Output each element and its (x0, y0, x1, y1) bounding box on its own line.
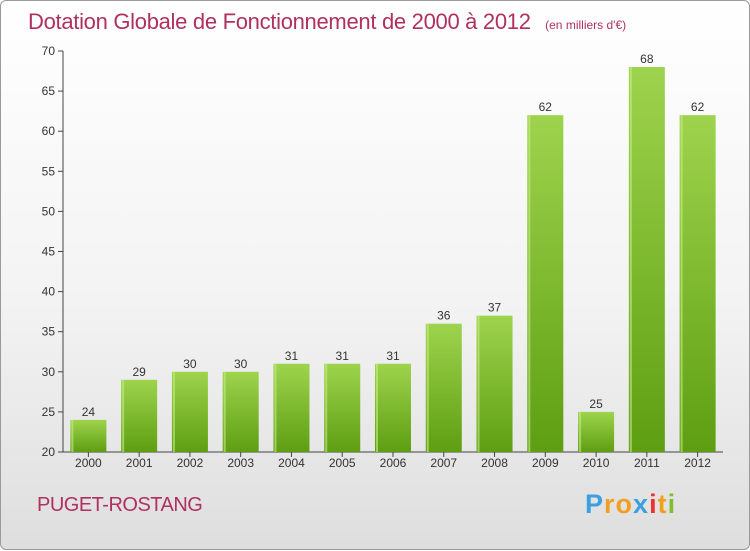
x-tick-label: 2009 (532, 456, 559, 470)
y-tick-label: 25 (42, 405, 56, 419)
bar-value-label: 31 (386, 349, 400, 363)
bar-highlight (274, 363, 277, 452)
logo-letter: o (615, 489, 634, 519)
bar-value-label: 29 (132, 365, 146, 379)
x-tick-label: 2005 (329, 456, 356, 470)
chart-bars (70, 67, 716, 452)
bar (375, 363, 411, 452)
y-tick-label: 40 (42, 285, 56, 299)
bar (70, 419, 107, 452)
x-tick-label: 2008 (481, 456, 508, 470)
bar-highlight (71, 419, 74, 452)
bar-highlight (172, 371, 175, 452)
bar-highlight (477, 315, 480, 452)
x-tick-label: 2003 (227, 456, 254, 470)
y-tick-label: 45 (42, 245, 56, 259)
bar-highlight (376, 363, 378, 452)
y-tick-label: 70 (42, 44, 56, 58)
commune-name: PUGET-ROSTANG (37, 494, 203, 516)
bar-value-label: 62 (691, 100, 705, 114)
x-tick-label: 2002 (177, 456, 204, 470)
chart-title-row: Dotation Globale de Fonctionnement de 20… (28, 9, 626, 35)
bar (121, 379, 158, 452)
bar (171, 371, 208, 452)
logo-letter: t (657, 489, 668, 519)
logo-letter: r (604, 489, 616, 519)
x-tick-label: 2004 (278, 456, 305, 470)
logo-letter: i (667, 489, 677, 519)
chart-labels: 24 2000 29 2001 30 2002 30 2003 31 2004 31 2005 31 20… (75, 52, 711, 470)
chart-subtitle: (en milliers d'€) (545, 18, 627, 32)
y-tick-label: 30 (42, 365, 56, 379)
bar-value-label: 31 (336, 349, 350, 363)
y-tick-label: 20 (42, 445, 56, 459)
bar-highlight (122, 379, 125, 452)
x-tick-label: 2006 (380, 456, 407, 470)
bar-highlight (426, 323, 429, 452)
x-tick-label: 2007 (430, 456, 457, 470)
x-tick-label: 2012 (684, 456, 711, 470)
logo-letter: P (585, 489, 605, 519)
y-tick-label: 60 (42, 124, 56, 138)
bar (679, 115, 716, 452)
logo-letter: i (649, 489, 658, 519)
bar-highlight (223, 371, 226, 452)
logo-letter: x (633, 489, 650, 519)
bar (527, 115, 564, 452)
bar-highlight (325, 363, 328, 452)
x-tick-label: 2000 (75, 456, 102, 470)
proxiti-logo[interactable]: Proxiti (585, 489, 676, 520)
x-tick-label: 2011 (634, 456, 660, 470)
bar-value-label: 30 (234, 357, 248, 371)
bar-value-label: 37 (488, 301, 502, 315)
bar-highlight (528, 115, 531, 452)
bar-value-label: 62 (539, 100, 553, 114)
bar (324, 363, 361, 452)
bar-value-label: 30 (183, 357, 197, 371)
y-tick-label: 50 (42, 204, 56, 218)
bar (476, 315, 513, 452)
x-tick-label: 2010 (583, 456, 610, 470)
x-tick-label: 2001 (126, 456, 153, 470)
bar-highlight (629, 67, 632, 452)
bar-value-label: 68 (640, 52, 654, 66)
bar (273, 363, 310, 452)
bar (222, 371, 259, 452)
bar (578, 411, 615, 452)
bar-value-label: 31 (285, 349, 299, 363)
bar-highlight (680, 115, 683, 452)
bar-highlight (579, 411, 582, 452)
y-tick-label: 55 (42, 164, 56, 178)
bar-value-label: 24 (82, 405, 96, 419)
bar-value-label: 36 (437, 309, 451, 323)
bar-value-label: 25 (589, 397, 603, 411)
bar (425, 323, 462, 452)
y-tick-label: 35 (42, 325, 56, 339)
chart-title: Dotation Globale de Fonctionnement de 20… (28, 9, 531, 34)
y-tick-label: 65 (42, 84, 56, 98)
bar (628, 67, 665, 452)
